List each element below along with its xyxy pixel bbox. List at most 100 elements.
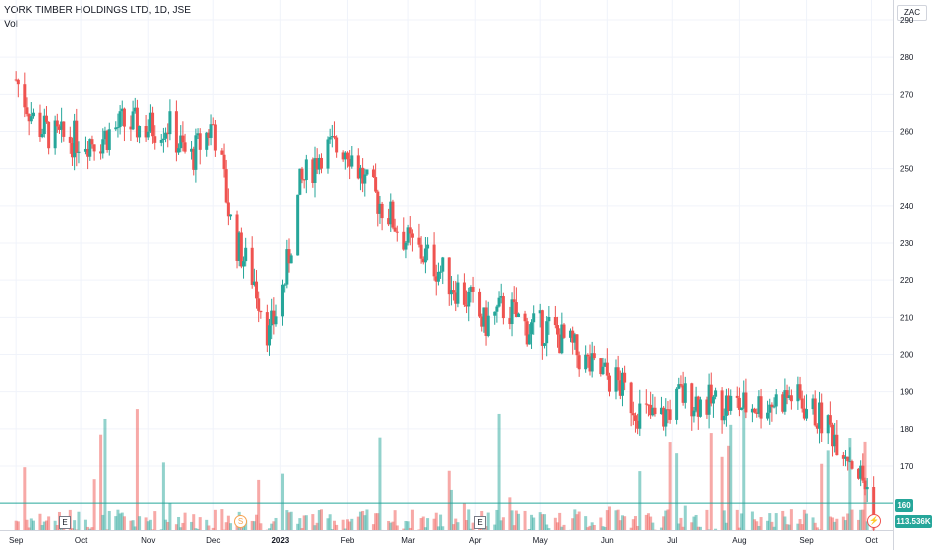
candle-body — [447, 257, 451, 295]
volume-bar — [512, 525, 516, 530]
time-tick-label: Mar — [401, 536, 415, 545]
candle-body — [493, 311, 497, 316]
volume-bar — [70, 528, 74, 530]
candle-body — [737, 397, 741, 410]
candle-body — [391, 201, 395, 228]
volume-bar — [77, 511, 81, 530]
candle-body — [727, 395, 731, 411]
candle-body — [25, 107, 29, 115]
earnings-event-marker[interactable]: E — [59, 516, 71, 529]
split-event-marker[interactable]: S — [234, 515, 247, 528]
candle-body — [766, 412, 770, 419]
candle-body — [675, 388, 679, 420]
candle-body — [164, 132, 168, 139]
volume-bar — [449, 489, 453, 530]
volume-bar — [618, 520, 622, 530]
volume-bar — [335, 524, 339, 530]
volume-bar — [644, 514, 648, 530]
volume-bar — [29, 518, 33, 530]
candle-body — [456, 282, 460, 304]
candle-body — [705, 399, 709, 415]
candle-body — [363, 174, 367, 184]
candle-body — [846, 456, 850, 462]
volume-bar — [818, 529, 822, 530]
volume-bar — [101, 514, 105, 530]
volume-bar — [86, 526, 90, 530]
volume-bar — [651, 522, 655, 530]
volume-bar — [361, 510, 365, 530]
currency-button[interactable]: ZAC — [897, 5, 927, 21]
time-tick-label: Sep — [799, 536, 814, 545]
candle-body — [335, 137, 339, 153]
candle-body — [592, 353, 596, 359]
volume-bar — [614, 510, 618, 530]
candle-body — [103, 130, 107, 140]
volume-bar — [343, 528, 347, 530]
candle-body — [805, 409, 809, 419]
chart-header: YORK TIMBER HOLDINGS LTD, 1D, JSE Vol — [4, 5, 191, 30]
candle-body — [159, 139, 163, 143]
volume-bar — [358, 511, 362, 530]
volume-bar — [724, 522, 728, 530]
volume-bar — [14, 520, 18, 530]
flash-icon[interactable]: ⚡ — [867, 514, 881, 528]
candle-body — [16, 79, 20, 85]
candle-body — [649, 404, 653, 416]
candle-body — [374, 177, 378, 192]
volume-bar — [523, 510, 527, 530]
volume-bar — [495, 509, 499, 530]
volume-bar — [296, 523, 300, 530]
candle-body — [77, 151, 81, 153]
volume-bar — [636, 525, 640, 530]
volume-bar — [560, 526, 564, 530]
volume-bar — [857, 519, 861, 530]
candle-body — [623, 372, 627, 383]
candle-body — [707, 384, 711, 415]
time-tick-label: Jul — [667, 536, 677, 545]
candle-body — [577, 355, 581, 370]
volume-bar — [138, 516, 142, 530]
volume-bar — [484, 526, 488, 530]
volume-bar — [770, 521, 774, 530]
candle-body — [419, 244, 423, 259]
candle-body — [714, 390, 718, 397]
volume-bar — [729, 424, 733, 530]
candle-body — [586, 354, 590, 357]
volume-bar — [664, 510, 668, 530]
candle-body — [668, 409, 672, 420]
price-tick-label: 270 — [900, 90, 914, 99]
volume-bar — [151, 529, 155, 530]
candle-body — [815, 425, 819, 429]
price-tick-label: 170 — [900, 462, 914, 471]
volume-bar — [183, 512, 187, 530]
candle-body — [198, 133, 202, 150]
volume-bar — [410, 509, 414, 530]
volume-bar — [315, 522, 319, 530]
candle-body — [653, 407, 657, 415]
volume-bar — [517, 513, 521, 530]
volume-bar — [603, 526, 607, 530]
candle-body — [517, 313, 521, 317]
candle-body — [789, 395, 793, 402]
volume-bar — [863, 441, 867, 530]
candle-body — [73, 120, 77, 158]
volume-bar — [194, 528, 198, 530]
volume-bar — [38, 513, 42, 530]
candle-body — [436, 271, 440, 282]
candle-body — [469, 287, 473, 292]
volume-bar — [190, 521, 194, 530]
volume-bar — [538, 512, 542, 530]
candle-body — [813, 398, 817, 426]
candle-body — [131, 111, 135, 130]
candle-body — [239, 232, 243, 267]
candle-body — [55, 120, 59, 127]
volume-bar — [698, 526, 702, 530]
volume-bar — [781, 510, 785, 530]
candle-body — [497, 297, 501, 307]
candle-body — [744, 392, 748, 413]
candle-body — [183, 142, 187, 152]
candle-body — [75, 120, 79, 153]
volume-bar — [811, 517, 815, 530]
earnings-event-marker-2[interactable]: E — [474, 516, 486, 529]
